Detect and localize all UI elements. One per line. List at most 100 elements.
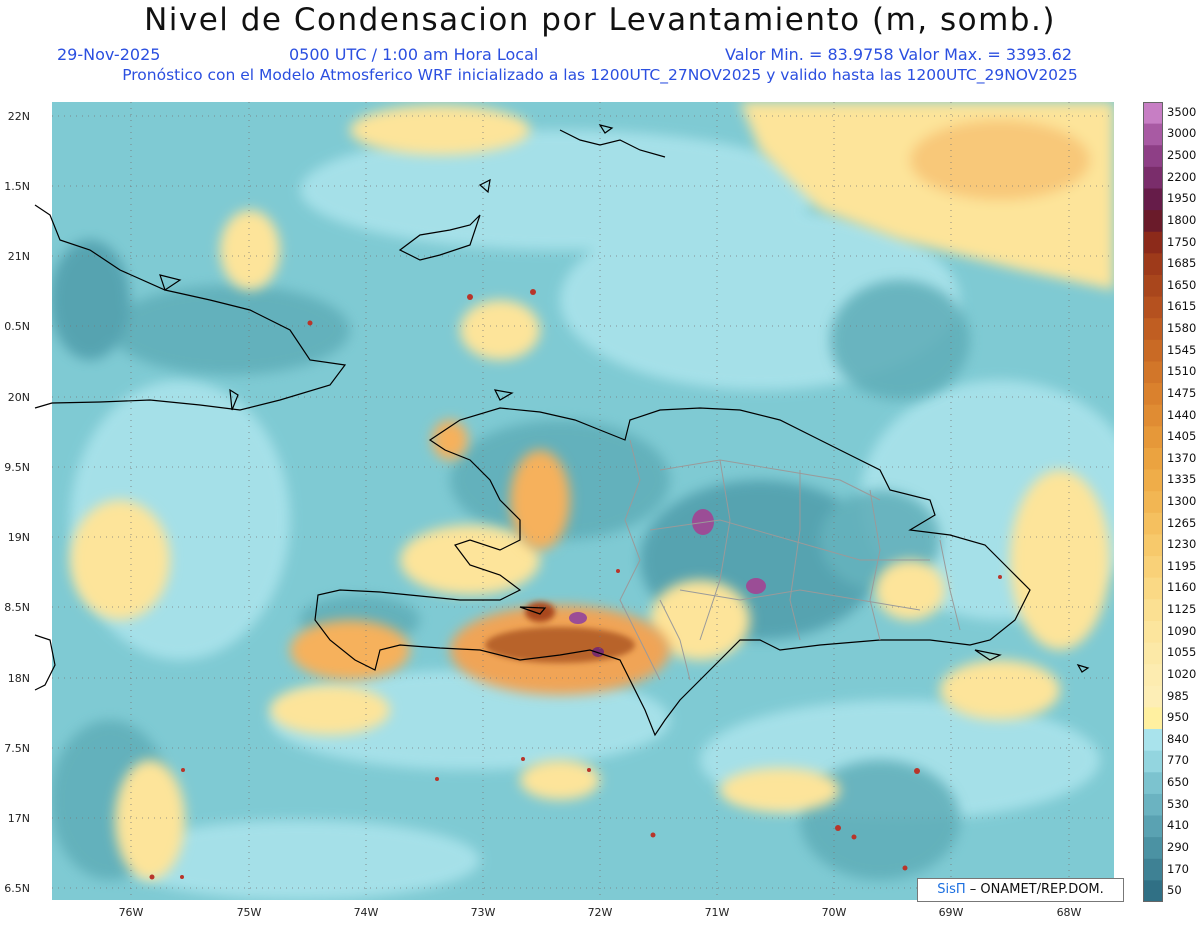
colorbar-swatch	[1143, 426, 1163, 449]
lat-label: 18N	[7, 672, 30, 685]
colorbar-swatch	[1143, 123, 1163, 146]
colorbar-label: 1230	[1167, 537, 1197, 552]
lat-label: 0.5N	[4, 320, 30, 333]
credit-brand: SisΠ	[937, 882, 966, 897]
colorbar-label: 1475	[1167, 385, 1197, 400]
colorbar-swatch	[1143, 404, 1163, 427]
colorbar-swatch	[1143, 296, 1163, 319]
colorbar-swatch	[1143, 469, 1163, 492]
colorbar-swatch	[1143, 361, 1163, 384]
lon-label: 73W	[470, 906, 496, 919]
colorbar-swatch	[1143, 707, 1163, 730]
colorbar-swatch	[1143, 231, 1163, 254]
colorbar-swatch	[1143, 729, 1163, 752]
colorbar-swatch	[1143, 620, 1163, 644]
min-max-values: Valor Min. = 83.9758 Valor Max. = 3393.6…	[725, 45, 1073, 64]
colorbar-label: 1685	[1167, 256, 1197, 271]
colorbar-label: 1950	[1167, 191, 1197, 206]
forecast-date: 29-Nov-2025	[57, 45, 161, 64]
lon-label: 76W	[118, 906, 144, 919]
colorbar-swatch	[1143, 339, 1163, 362]
purple-hotspots	[569, 509, 766, 657]
colorbar	[1143, 102, 1163, 902]
map-title: Nivel de Condensacion por Levantamiento …	[144, 2, 1056, 38]
colorbar-swatch	[1143, 102, 1163, 125]
colorbar-swatch	[1143, 642, 1163, 665]
colorbar-label: 770	[1167, 753, 1189, 768]
colorbar-swatch	[1143, 318, 1163, 341]
colorbar-label: 650	[1167, 775, 1189, 790]
colorbar-label: 1090	[1167, 623, 1197, 638]
colorbar-swatch	[1143, 750, 1163, 773]
colorbar-label: 3500	[1167, 104, 1197, 119]
colorbar-swatch	[1143, 383, 1163, 406]
colorbar-label: 3000	[1167, 126, 1197, 141]
colorbar-swatch	[1143, 685, 1163, 708]
colorbar-label: 2200	[1167, 169, 1197, 184]
colorbar-label: 1370	[1167, 450, 1197, 465]
colorbar-swatch	[1143, 599, 1163, 622]
colorbar-label: 2500	[1167, 148, 1197, 163]
colorbar-label: 1125	[1167, 602, 1197, 617]
colorbar-label: 1300	[1167, 494, 1197, 508]
colorbar-swatch	[1143, 880, 1163, 902]
colorbar-label: 1405	[1167, 429, 1197, 444]
colorbar-swatch	[1143, 837, 1163, 860]
colorbar-swatch	[1143, 858, 1163, 881]
lon-label: 70W	[821, 906, 847, 919]
colorbar-swatch	[1143, 166, 1163, 189]
lat-label: 9.5N	[4, 461, 30, 474]
colorbar-label: 1750	[1167, 234, 1197, 249]
colorbar-label: 1615	[1167, 299, 1197, 314]
colorbar-label: 950	[1167, 710, 1189, 725]
lat-label: 7.5N	[4, 742, 30, 755]
colorbar-swatch	[1143, 274, 1163, 298]
colorbar-swatch	[1143, 577, 1163, 600]
colorbar-border	[1143, 102, 1163, 902]
colorbar-label: 290	[1167, 839, 1189, 854]
colorbar-label: 1265	[1167, 515, 1197, 530]
colorbar-label: 410	[1167, 818, 1189, 833]
colorbar-label: 1195	[1167, 558, 1197, 573]
lon-label: 69W	[938, 906, 964, 919]
credit-text: – ONAMET/REP.DOM.	[969, 882, 1104, 897]
colorbar-swatch	[1143, 793, 1163, 817]
graticule	[52, 102, 1114, 900]
colorbar-label: 1510	[1167, 364, 1197, 379]
colorbar-label: 985	[1167, 688, 1189, 703]
lon-label: 75W	[236, 906, 262, 919]
colorbar-swatch	[1143, 815, 1163, 838]
colorbar-swatch	[1143, 188, 1163, 211]
field-layer	[52, 102, 1114, 900]
colorbar-swatch	[1143, 145, 1163, 168]
colorbar-swatch	[1143, 556, 1163, 579]
colorbar-label: 840	[1167, 731, 1189, 746]
lon-label: 71W	[704, 906, 730, 919]
lat-label: 20N	[7, 391, 30, 404]
colorbar-swatch	[1143, 512, 1163, 535]
colorbar-label: 1800	[1167, 212, 1197, 227]
colorbar-label: 1335	[1167, 472, 1197, 487]
lat-label: 22N	[7, 110, 30, 123]
colorbar-swatch	[1143, 253, 1163, 276]
colorbar-label: 170	[1167, 861, 1189, 876]
colorbar-swatch	[1143, 772, 1163, 795]
colorbar-swatch	[1143, 491, 1163, 514]
credit-box: SisΠ – ONAMET/REP.DOM.	[917, 878, 1124, 902]
lat-label: 17N	[7, 812, 30, 825]
lat-label: 1.5N	[4, 180, 30, 193]
province-borders	[619, 439, 961, 681]
colorbar-label: 1580	[1167, 321, 1197, 336]
colorbar-label: 530	[1167, 796, 1189, 811]
colorbar-label: 1055	[1167, 645, 1197, 660]
colorbar-label: 1650	[1167, 277, 1197, 292]
colorbar-swatch	[1143, 664, 1163, 687]
coastlines	[34, 124, 1090, 737]
colorbar-swatch	[1143, 534, 1163, 557]
lat-label: 8.5N	[4, 601, 30, 614]
lat-label: 21N	[7, 250, 30, 263]
colorbar-swatch	[1143, 210, 1163, 233]
lat-label: 19N	[7, 531, 30, 544]
colorbar-swatch	[1143, 447, 1163, 471]
model-info-line: Pronóstico con el Modelo Atmosferico WRF…	[122, 66, 1078, 84]
